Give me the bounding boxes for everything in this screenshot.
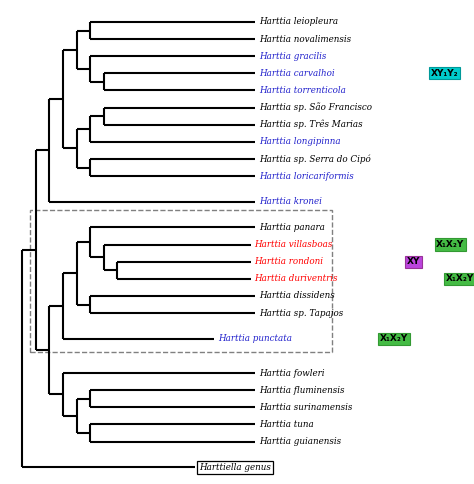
Text: Harttia sp. Serra do Cipó: Harttia sp. Serra do Cipó (259, 154, 371, 164)
Text: Harttia loricariformis: Harttia loricariformis (259, 171, 354, 181)
Text: XY₁Y₂: XY₁Y₂ (430, 69, 458, 78)
Text: Harttia gracilis: Harttia gracilis (259, 52, 326, 60)
Text: Harttia sp. São Francisco: Harttia sp. São Francisco (259, 103, 372, 112)
Text: Harttia novalimensis: Harttia novalimensis (259, 34, 351, 44)
Text: Harttia panara: Harttia panara (259, 223, 325, 232)
Text: X₁X₂Y: X₁X₂Y (446, 274, 474, 283)
Text: X₁X₂Y: X₁X₂Y (380, 334, 408, 343)
Text: Harttia surinamensis: Harttia surinamensis (259, 403, 352, 412)
Text: Harttia fluminensis: Harttia fluminensis (259, 386, 344, 394)
Text: Harttia leiopleura: Harttia leiopleura (259, 17, 338, 27)
Text: Harttia villasboas: Harttia villasboas (255, 240, 333, 249)
Text: Harttia sp. Três Marias: Harttia sp. Três Marias (259, 120, 362, 129)
Text: Harttia punctata: Harttia punctata (218, 334, 292, 343)
Text: Harttia carvalhoi: Harttia carvalhoi (259, 69, 334, 78)
Text: Harttia longipinna: Harttia longipinna (259, 137, 340, 146)
Text: Harttia rondoni: Harttia rondoni (255, 257, 324, 266)
Text: XY: XY (407, 257, 420, 266)
Text: Harttia dissidens: Harttia dissidens (259, 291, 335, 301)
Text: Harttia torrenticola: Harttia torrenticola (259, 86, 346, 95)
Text: Harttia kronei: Harttia kronei (259, 197, 321, 206)
Text: Harttia sp. Tapajos: Harttia sp. Tapajos (259, 309, 343, 318)
Text: Harttiella genus: Harttiella genus (200, 463, 271, 472)
Text: Harttia fowleri: Harttia fowleri (259, 368, 324, 378)
Text: X₁X₂Y: X₁X₂Y (436, 240, 465, 249)
Text: Harttia tuna: Harttia tuna (259, 420, 313, 429)
Text: Harttia guianensis: Harttia guianensis (259, 437, 341, 446)
Text: Harttia duriventris: Harttia duriventris (255, 274, 338, 283)
